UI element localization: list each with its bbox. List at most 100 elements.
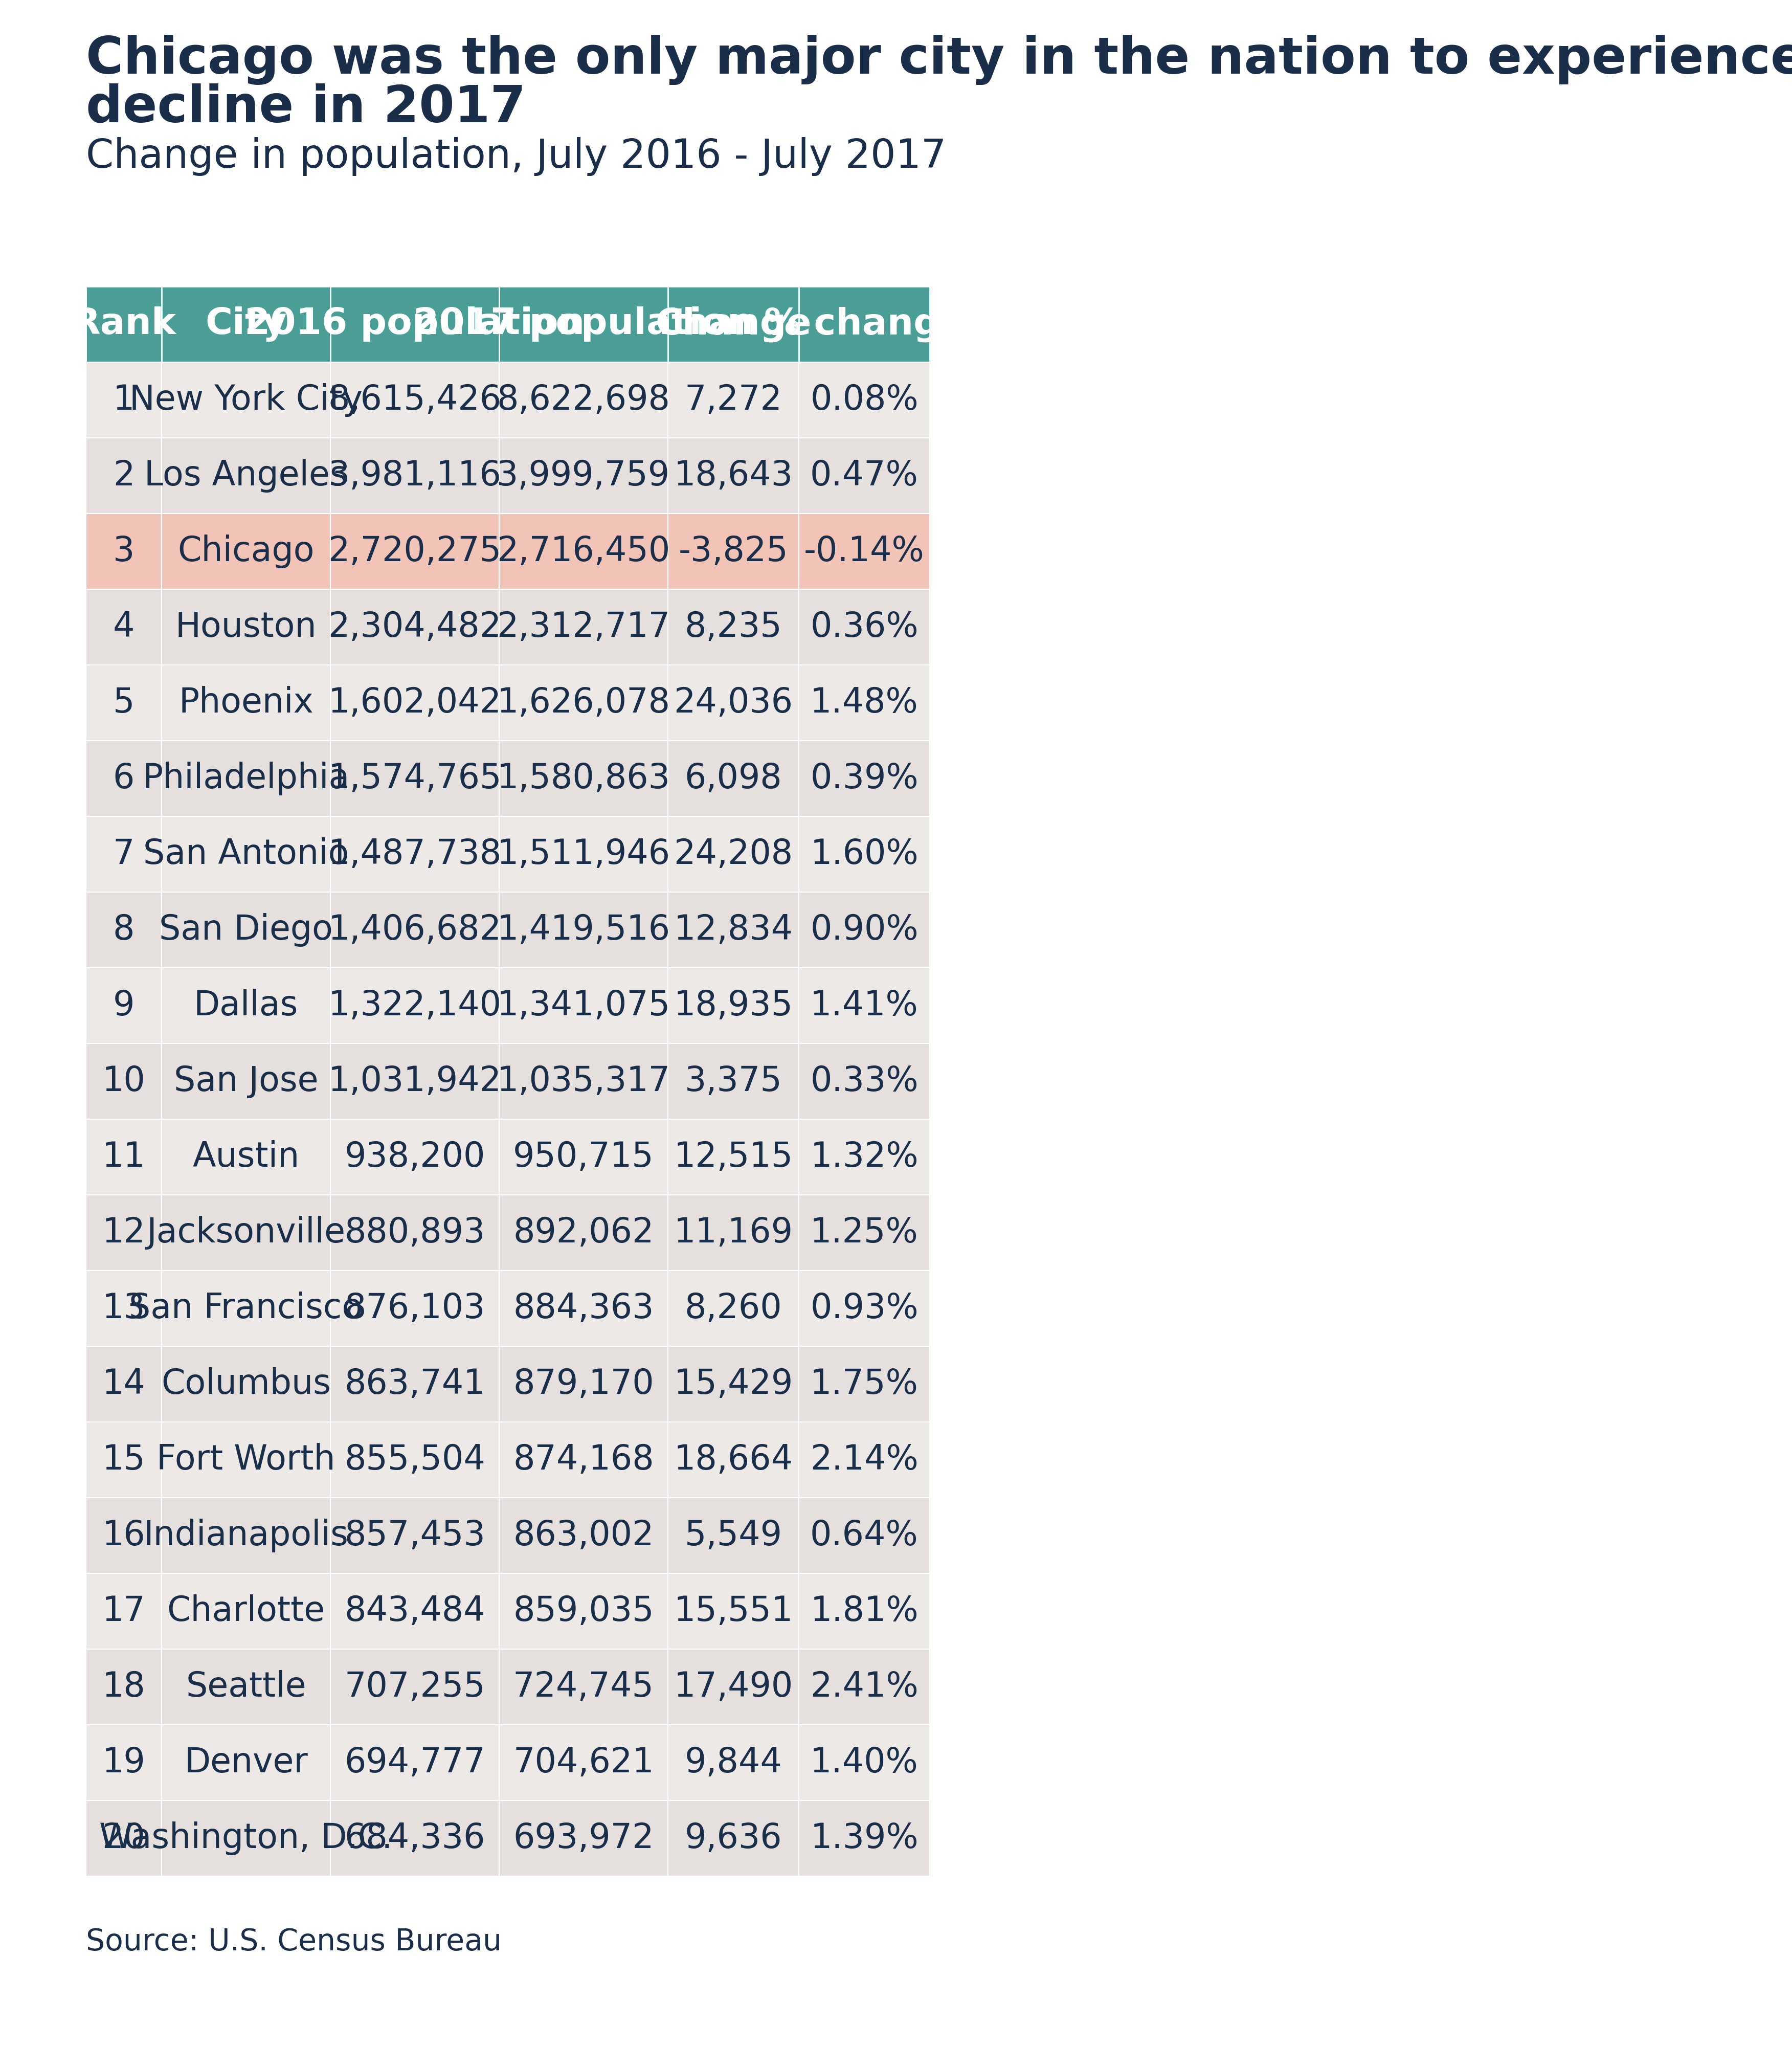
Text: 1,031,942: 1,031,942 <box>328 1064 502 1099</box>
Bar <box>161 1649 330 1725</box>
Bar <box>86 1195 161 1271</box>
Bar <box>500 514 668 589</box>
Bar <box>799 1649 930 1725</box>
Text: San Jose: San Jose <box>174 1064 319 1099</box>
Text: 2,720,275: 2,720,275 <box>328 534 502 569</box>
Bar <box>86 514 161 589</box>
Bar <box>86 286 161 362</box>
Text: 4: 4 <box>113 610 134 644</box>
Bar <box>86 438 161 514</box>
Bar <box>668 1422 799 1498</box>
Bar <box>668 589 799 665</box>
Bar <box>330 514 500 589</box>
Bar <box>500 968 668 1043</box>
Bar <box>330 816 500 892</box>
Text: 1,511,946: 1,511,946 <box>496 837 670 872</box>
Bar <box>161 1498 330 1573</box>
Bar <box>161 589 330 665</box>
Text: Rank: Rank <box>72 307 176 342</box>
Bar <box>86 1422 161 1498</box>
Text: 0.93%: 0.93% <box>810 1291 919 1326</box>
Bar <box>500 286 668 362</box>
Text: Los Angeles: Los Angeles <box>145 458 348 493</box>
Bar <box>86 1498 161 1573</box>
Bar <box>330 1043 500 1119</box>
Text: Seattle: Seattle <box>186 1670 306 1704</box>
Bar <box>799 1422 930 1498</box>
Text: 9: 9 <box>113 988 134 1023</box>
Bar <box>799 741 930 816</box>
Bar <box>500 1422 668 1498</box>
Text: 6,098: 6,098 <box>685 761 781 796</box>
Bar <box>668 438 799 514</box>
Text: 2016 population: 2016 population <box>246 307 584 342</box>
Text: San Antonio: San Antonio <box>143 837 349 872</box>
Text: 12: 12 <box>102 1215 145 1250</box>
Text: 1,626,078: 1,626,078 <box>496 685 670 720</box>
Bar <box>161 286 330 362</box>
Text: 843,484: 843,484 <box>344 1594 486 1629</box>
Bar <box>799 1119 930 1195</box>
Text: 0.47%: 0.47% <box>810 458 919 493</box>
Bar <box>668 1800 799 1876</box>
Text: Houston: Houston <box>176 610 317 644</box>
Text: 2.14%: 2.14% <box>810 1442 919 1477</box>
Text: -0.14%: -0.14% <box>805 534 925 569</box>
Bar <box>500 1649 668 1725</box>
Bar <box>161 665 330 741</box>
Bar <box>86 1271 161 1346</box>
Bar <box>668 286 799 362</box>
Text: 684,336: 684,336 <box>344 1821 486 1856</box>
Text: Denver: Denver <box>185 1745 308 1780</box>
Text: 694,777: 694,777 <box>344 1745 486 1780</box>
Text: 1.40%: 1.40% <box>810 1745 919 1780</box>
Bar <box>799 1498 930 1573</box>
Bar <box>330 286 500 362</box>
Bar <box>161 1195 330 1271</box>
Bar <box>161 1573 330 1649</box>
Text: 880,893: 880,893 <box>344 1215 486 1250</box>
Text: 1.48%: 1.48% <box>810 685 919 720</box>
Bar <box>330 362 500 438</box>
Text: San Francisco: San Francisco <box>129 1291 364 1326</box>
Text: Fort Worth: Fort Worth <box>156 1442 335 1477</box>
Text: 879,170: 879,170 <box>513 1367 654 1402</box>
Text: 17,490: 17,490 <box>674 1670 794 1704</box>
Bar <box>668 362 799 438</box>
Text: 9,636: 9,636 <box>685 1821 781 1856</box>
Bar <box>799 1195 930 1271</box>
Text: 5,549: 5,549 <box>685 1518 783 1553</box>
Bar <box>161 514 330 589</box>
Text: 9,844: 9,844 <box>685 1745 781 1780</box>
Text: 14: 14 <box>102 1367 145 1402</box>
Bar <box>799 1573 930 1649</box>
Bar <box>799 1043 930 1119</box>
Bar <box>161 1346 330 1422</box>
Bar <box>668 1271 799 1346</box>
Text: 3,981,116: 3,981,116 <box>328 458 502 493</box>
Text: 0.90%: 0.90% <box>810 913 919 947</box>
Bar <box>500 1271 668 1346</box>
Text: 1,341,075: 1,341,075 <box>496 988 670 1023</box>
Text: 0.33%: 0.33% <box>810 1064 919 1099</box>
Text: 693,972: 693,972 <box>513 1821 654 1856</box>
Bar <box>86 892 161 968</box>
Text: Jacksonville: Jacksonville <box>147 1215 346 1250</box>
Text: 1,035,317: 1,035,317 <box>496 1064 670 1099</box>
Text: Source: U.S. Census Bureau: Source: U.S. Census Bureau <box>86 1927 502 1956</box>
Text: 876,103: 876,103 <box>344 1291 486 1326</box>
Bar <box>668 1573 799 1649</box>
Bar <box>161 438 330 514</box>
Bar <box>799 438 930 514</box>
Bar <box>330 1422 500 1498</box>
Bar <box>668 1346 799 1422</box>
Bar <box>500 362 668 438</box>
Text: 892,062: 892,062 <box>513 1215 654 1250</box>
Bar <box>86 1800 161 1876</box>
Text: New York City: New York City <box>129 383 362 417</box>
Bar <box>330 1346 500 1422</box>
Bar <box>500 1043 668 1119</box>
Text: -3,825: -3,825 <box>679 534 788 569</box>
Text: 24,036: 24,036 <box>674 685 794 720</box>
Bar <box>161 362 330 438</box>
